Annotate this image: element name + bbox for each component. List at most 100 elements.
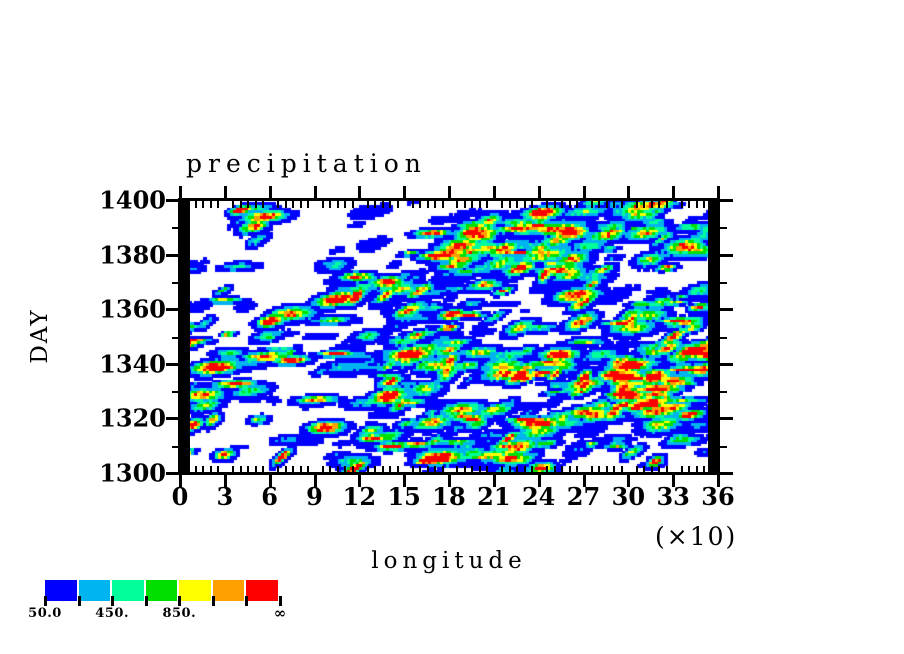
tick-x-minor-top [546, 201, 548, 208]
tick-x-major-bottom [403, 474, 406, 487]
tick-x-minor-top [658, 201, 660, 208]
tick-x-minor-bottom [516, 466, 518, 473]
axis-line-left [178, 198, 181, 475]
x-tick-label: 6 [261, 482, 279, 511]
tick-x-minor-bottom [397, 466, 399, 473]
tick-x-minor-top [501, 201, 503, 208]
x-tick-label: 27 [566, 482, 601, 511]
colorbar-tick [111, 596, 115, 606]
axis-line-bottom [180, 472, 720, 475]
colorbar-tick [279, 596, 282, 606]
tick-x-minor-top [666, 201, 668, 208]
tick-y-major-left [166, 417, 179, 420]
tick-x-major-top [224, 186, 227, 199]
tick-x-minor-bottom [479, 466, 481, 473]
tick-x-minor-bottom [307, 466, 309, 473]
colorbar-label: ∞ [273, 604, 287, 622]
tick-x-minor-bottom [509, 466, 511, 473]
tick-x-minor-bottom [531, 466, 533, 473]
tick-x-minor-top [187, 201, 189, 208]
precipitation-hovmoller-canvas [180, 200, 718, 473]
tick-x-major-top [314, 186, 317, 199]
tick-x-minor-bottom [344, 466, 346, 473]
page-title: precipitation [186, 149, 427, 178]
tick-x-minor-bottom [703, 466, 705, 473]
tick-x-minor-top [397, 201, 399, 208]
tick-y-major-left [166, 363, 179, 366]
tick-x-minor-top [442, 201, 444, 208]
tick-x-major-top [448, 186, 451, 199]
tick-x-major-bottom [672, 474, 675, 487]
domain-edge-band-west [181, 201, 190, 472]
tick-x-minor-bottom [636, 466, 638, 473]
tick-x-minor-bottom [681, 466, 683, 473]
tick-x-minor-bottom [255, 466, 257, 473]
tick-y-minor-left [172, 446, 179, 448]
tick-y-minor-left [172, 391, 179, 393]
tick-y-major-right [720, 254, 733, 257]
tick-y-minor-right [720, 282, 727, 284]
tick-x-minor-top [374, 201, 376, 208]
colorbar-label: 450. [95, 606, 129, 621]
tick-x-minor-bottom [285, 466, 287, 473]
tick-x-minor-top [232, 201, 234, 208]
axis-line-right [717, 198, 720, 475]
tick-x-major-bottom [314, 474, 317, 487]
tick-y-minor-right [720, 337, 727, 339]
tick-x-minor-top [277, 201, 279, 208]
y-tick-label: 1360 [99, 294, 166, 324]
tick-x-minor-bottom [524, 466, 526, 473]
colorbar-cell-blue [45, 580, 77, 601]
tick-x-minor-top [486, 201, 488, 208]
tick-x-major-top [583, 186, 586, 199]
colorbar-cell-green [145, 580, 178, 601]
x-tick-label: 0 [171, 482, 189, 511]
axis-line-top [180, 198, 720, 201]
tick-y-minor-right [720, 391, 727, 393]
tick-x-minor-top [681, 201, 683, 208]
tick-x-major-top [358, 186, 361, 199]
x-tick-label: 36 [701, 482, 735, 511]
tick-x-minor-bottom [598, 466, 600, 473]
tick-x-minor-top [561, 201, 563, 208]
x-tick-label: 3 [216, 482, 234, 511]
tick-x-minor-top [344, 201, 346, 208]
tick-y-major-right [720, 363, 733, 366]
tick-x-minor-top [598, 201, 600, 208]
tick-x-minor-top [322, 201, 324, 208]
tick-x-minor-top [696, 201, 698, 208]
x-axis-multiplier-label: (×10) [655, 522, 738, 551]
tick-x-minor-top [576, 201, 578, 208]
tick-x-major-bottom [717, 474, 720, 487]
tick-y-major-left [166, 472, 179, 475]
tick-x-minor-top [389, 201, 391, 208]
tick-x-minor-top [217, 201, 219, 208]
tick-x-major-top [403, 186, 406, 199]
tick-x-major-top [493, 186, 496, 199]
tick-x-minor-bottom [337, 466, 339, 473]
tick-x-minor-bottom [658, 466, 660, 473]
colorbar-tick [211, 596, 215, 606]
tick-x-major-top [269, 186, 272, 199]
tick-x-minor-top [531, 201, 533, 208]
tick-x-minor-top [307, 201, 309, 208]
x-tick-label: 15 [387, 482, 421, 511]
tick-x-major-bottom [493, 474, 496, 487]
tick-x-major-top [538, 186, 541, 199]
tick-x-minor-top [456, 201, 458, 208]
domain-edge-band-east [708, 201, 717, 472]
tick-x-minor-top [382, 201, 384, 208]
tick-x-minor-bottom [651, 466, 653, 473]
plot-area [180, 200, 718, 473]
tick-x-minor-bottom [240, 466, 242, 473]
tick-x-minor-bottom [247, 466, 249, 473]
y-tick-label: 1300 [99, 458, 166, 488]
colorbar-cell-orange [212, 580, 245, 601]
tick-x-minor-bottom [292, 466, 294, 473]
tick-x-minor-top [621, 201, 623, 208]
tick-x-minor-top [516, 201, 518, 208]
colorbar-tick [77, 596, 81, 606]
colorbar-label: 850. [162, 606, 197, 621]
tick-x-minor-bottom [606, 466, 608, 473]
colorbar-tick [144, 596, 148, 606]
